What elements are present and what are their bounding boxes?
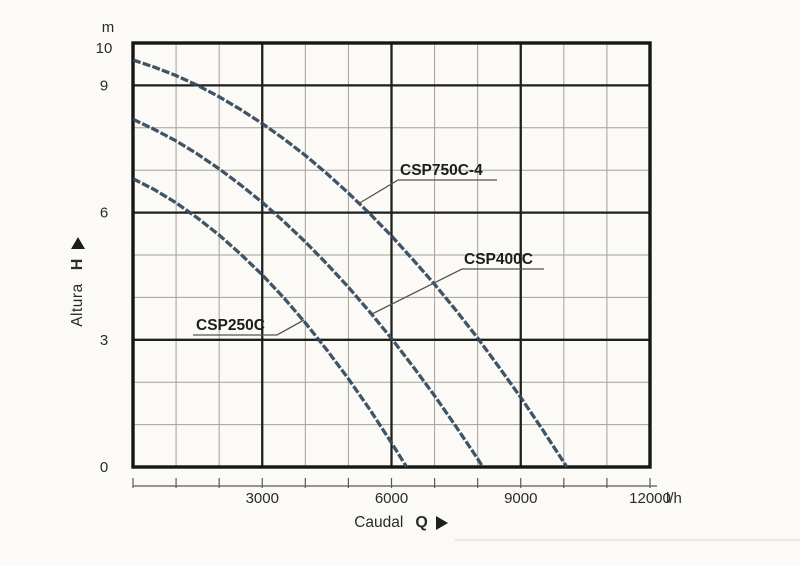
y-axis-unit: m [101,19,115,36]
scan-artifact-line [455,539,800,541]
x-axis-unit: l/h [666,490,682,507]
curve-label: CSP250C [196,317,265,334]
curve-label-leader [193,319,305,336]
x-axis-title-text: Caudal [354,514,404,531]
curve-label-leader [357,179,497,205]
right-arrow-icon [435,516,448,530]
y-tick-label: 9 [100,77,108,94]
x-tick-label: 3000 [246,490,279,507]
y-tick-label: 10 [96,40,113,57]
up-arrow-icon [71,237,85,250]
x-tick-label: 6000 [375,490,408,507]
y-axis-title-symbol: H [69,258,86,271]
plot-frame [131,41,652,469]
x-tick-label: 9000 [504,490,537,507]
x-axis-title-symbol: Q [415,514,428,531]
y-axis-title-text: Altura [69,283,86,327]
y-axis-title: Altura H [67,212,89,352]
curve-label: CSP750C-4 [400,162,483,179]
y-tick-label: 3 [100,332,108,349]
curve-label: CSP400C [464,251,533,268]
curve-CSP400C [132,117,485,468]
y-tick-label: 0 [100,459,108,476]
curve-CSP250C [132,177,408,468]
y-tick-label: 6 [100,205,108,222]
x-axis-title: Caudal Q [316,511,486,535]
x-tick-label: 12000 [629,490,671,507]
curve-label-leader [371,268,544,315]
